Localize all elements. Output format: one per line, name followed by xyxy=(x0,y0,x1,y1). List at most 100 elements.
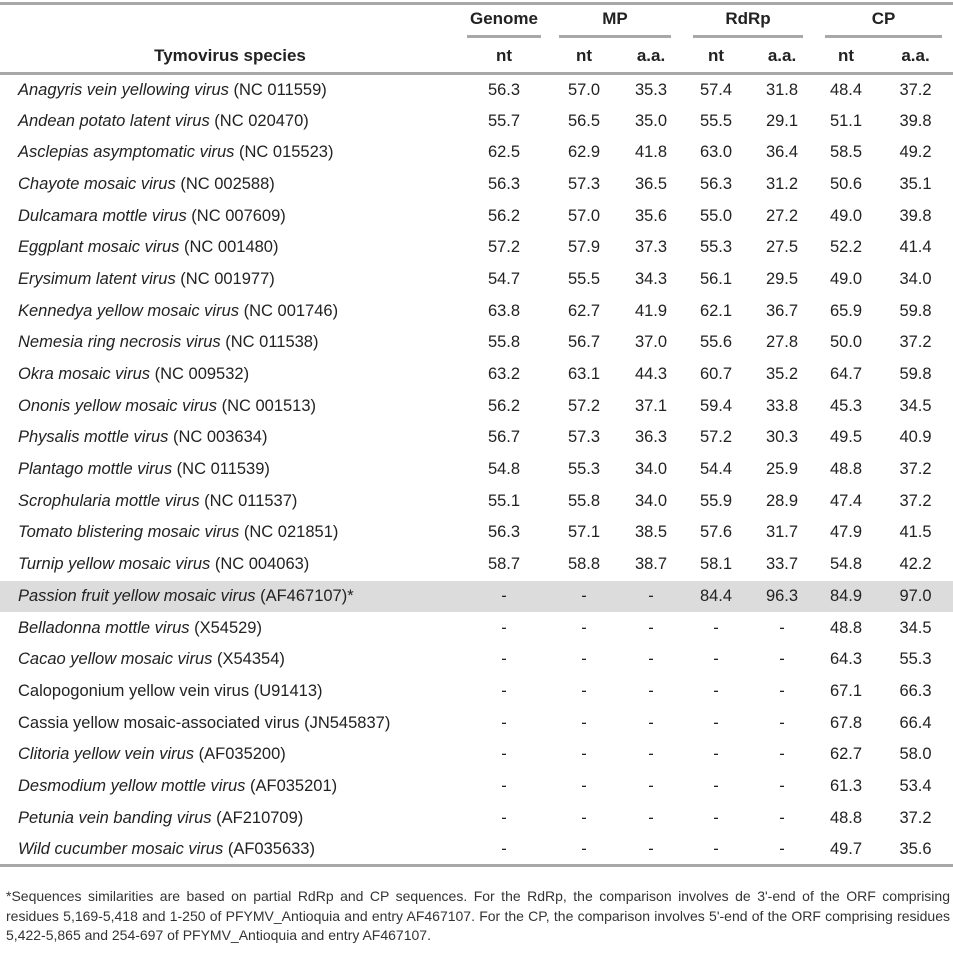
value-cell: 41.5 xyxy=(899,523,932,542)
value-cell: - xyxy=(713,839,719,858)
value-cell: - xyxy=(501,776,507,795)
accession: (NC 007609) xyxy=(186,206,286,225)
value-cell: 65.9 xyxy=(829,301,863,320)
value-cell: 36.3 xyxy=(634,428,668,447)
value-cell: 62.9 xyxy=(567,143,601,162)
value-cell: 56.3 xyxy=(487,80,521,99)
accession: (NC 004063) xyxy=(210,555,310,574)
value-cell: - xyxy=(648,618,654,637)
table-row: Tomato blistering mosaic virus (NC 02185… xyxy=(0,517,953,549)
value-cell: 38.7 xyxy=(634,555,668,574)
species-name: Chayote mosaic virus xyxy=(18,174,176,193)
value-cell: 27.8 xyxy=(765,333,799,352)
value-cell: - xyxy=(648,586,654,605)
value-cell: 29.5 xyxy=(765,269,799,288)
sub-header: a.a. xyxy=(901,46,930,65)
value-cell: - xyxy=(779,681,785,700)
value-cell: - xyxy=(779,650,785,669)
value-cell: 49.0 xyxy=(829,269,863,288)
species-cell: Eggplant mosaic virus (NC 001480) xyxy=(0,232,460,264)
value-cell: 55.5 xyxy=(567,269,601,288)
value-cell: 57.2 xyxy=(699,428,733,447)
value-cell: 59.8 xyxy=(899,301,932,320)
species-name: Kennedya yellow mosaic virus xyxy=(18,301,240,320)
value-cell: 54.8 xyxy=(487,460,521,479)
value-cell: 50.0 xyxy=(829,333,863,352)
value-cell: 38.5 xyxy=(634,523,668,542)
value-cell: 55.3 xyxy=(567,460,601,479)
accession: (X54529) xyxy=(189,618,262,637)
accession: (NC 015523) xyxy=(234,143,334,162)
value-cell: 61.3 xyxy=(829,776,863,795)
group-header-cp: CP xyxy=(814,6,953,40)
value-cell: 67.1 xyxy=(829,681,863,700)
species-cell: Andean potato latent virus (NC 020470) xyxy=(0,105,460,137)
sub-header: nt xyxy=(707,46,725,65)
value-cell: 55.3 xyxy=(699,238,733,257)
value-cell: - xyxy=(581,618,587,637)
value-cell: 49.2 xyxy=(899,143,932,162)
value-cell: 56.3 xyxy=(487,174,521,193)
sub-header: nt xyxy=(837,46,855,65)
value-cell: 41.4 xyxy=(899,238,932,257)
value-cell: - xyxy=(501,839,507,858)
value-cell: 96.3 xyxy=(765,586,799,605)
value-cell: 37.2 xyxy=(899,333,932,352)
species-name: Plantago mottle virus xyxy=(18,460,173,479)
species-cell: Tomato blistering mosaic virus (NC 02185… xyxy=(0,517,460,549)
value-cell: - xyxy=(648,745,654,764)
value-cell: 51.1 xyxy=(829,111,863,130)
sub-header: a.a. xyxy=(767,46,797,65)
value-cell: 37.0 xyxy=(634,333,668,352)
species-cell: Scrophularia mottle virus (NC 011537) xyxy=(0,485,460,517)
species-cell: Asclepias asymptomatic virus (NC 015523) xyxy=(0,137,460,169)
species-header: Tymovirus species xyxy=(154,46,306,65)
value-cell: 56.2 xyxy=(487,206,521,225)
species-name: Cassia yellow mosaic-associated virus xyxy=(18,713,300,732)
species-cell: Cacao yellow mosaic virus (X54354) xyxy=(0,644,460,676)
value-cell: 56.7 xyxy=(567,333,601,352)
value-cell: 55.8 xyxy=(567,491,601,510)
species-name: Turnip yellow mosaic virus xyxy=(18,555,211,574)
table-row: Scrophularia mottle virus (NC 011537) 55.… xyxy=(0,485,953,517)
accession: (AF467107)* xyxy=(255,586,354,605)
table-row: Cassia yellow mosaic-associated virus (J… xyxy=(0,707,953,739)
value-cell: - xyxy=(581,808,587,827)
value-cell: - xyxy=(581,713,587,732)
sub-header-row: Tymovirus species nt nt a.a. nt a.a. nt … xyxy=(0,40,953,74)
value-cell: 59.4 xyxy=(699,396,733,415)
species-cell: Wild cucumber mosaic virus (AF035633) xyxy=(0,834,460,866)
value-cell: 55.3 xyxy=(899,650,932,669)
species-name: Wild cucumber mosaic virus xyxy=(18,839,224,858)
group-header-genome: Genome xyxy=(460,6,548,40)
value-cell: 48.8 xyxy=(829,460,863,479)
value-cell: 37.2 xyxy=(899,808,932,827)
accession: (NC 011537) xyxy=(199,491,298,510)
value-cell: 56.7 xyxy=(487,428,521,447)
value-cell: - xyxy=(779,808,785,827)
value-cell: 40.9 xyxy=(899,428,932,447)
value-cell: 58.7 xyxy=(487,555,521,574)
value-cell: 35.2 xyxy=(765,365,799,384)
value-cell: 55.8 xyxy=(487,333,521,352)
value-cell: 64.3 xyxy=(829,650,863,669)
value-cell: 57.2 xyxy=(567,396,601,415)
table-row: Anagyris vein yellowing virus (NC 011559… xyxy=(0,74,953,106)
value-cell: - xyxy=(648,839,654,858)
species-cell: Ononis yellow mosaic virus (NC 001513) xyxy=(0,390,460,422)
value-cell: 57.6 xyxy=(699,523,733,542)
value-cell: - xyxy=(779,618,785,637)
value-cell: - xyxy=(581,776,587,795)
species-cell: Cassia yellow mosaic-associated virus (J… xyxy=(0,707,460,739)
species-name: Calopogonium yellow vein virus xyxy=(18,681,250,700)
species-name: Andean potato latent virus xyxy=(18,111,210,130)
value-cell: 31.8 xyxy=(765,80,799,99)
value-cell: 35.1 xyxy=(899,174,932,193)
value-cell: 27.5 xyxy=(765,238,799,257)
value-cell: 41.8 xyxy=(634,143,668,162)
table-row: Eggplant mosaic virus (NC 001480) 57.2 57.… xyxy=(0,232,953,264)
species-cell: Belladonna mottle virus (X54529) xyxy=(0,612,460,644)
species-cell: Anagyris vein yellowing virus (NC 011559… xyxy=(0,74,460,106)
accession: (NC 020470) xyxy=(209,111,309,130)
species-cell: Nemesia ring necrosis virus (NC 011538) xyxy=(0,327,460,359)
